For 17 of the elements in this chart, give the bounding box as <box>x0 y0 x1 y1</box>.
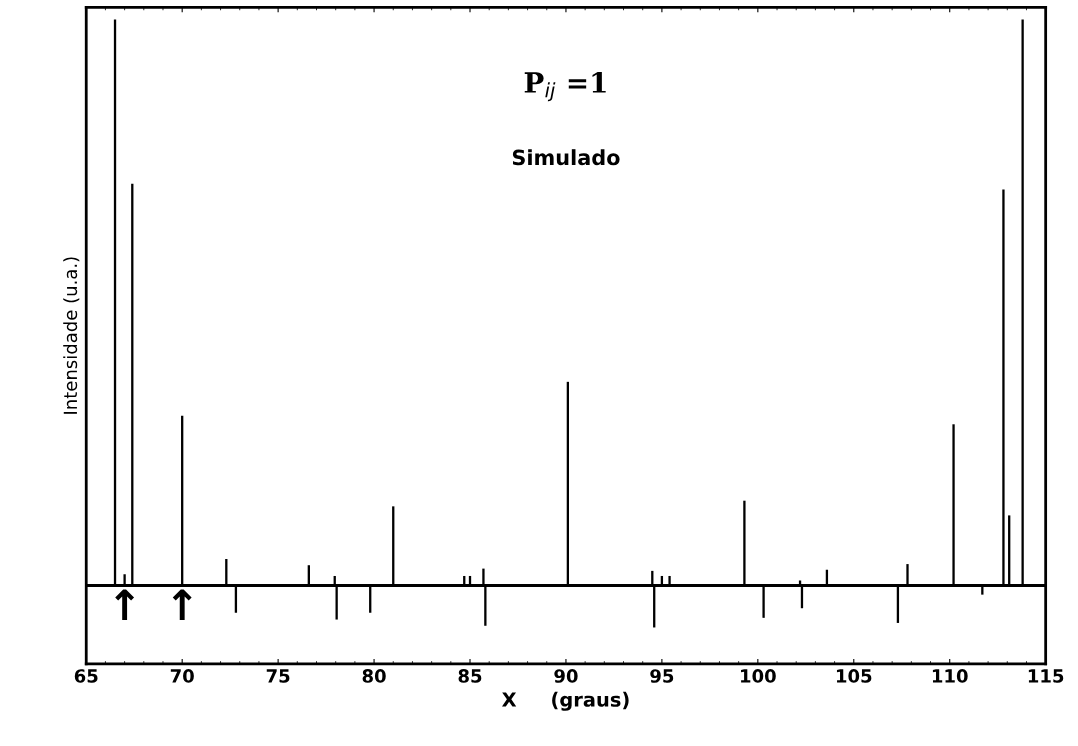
x-tick-label: 85 <box>458 669 482 683</box>
annotation: ↑ <box>115 589 135 621</box>
x-tick-label: 75 <box>266 669 290 683</box>
x-tick-label: 90 <box>554 669 578 683</box>
x-tick-label: 80 <box>362 669 386 683</box>
x-tick-label: 95 <box>650 669 674 683</box>
x-axis-title: X (graus) <box>501 691 629 711</box>
text: P$_{ij}$ =1 <box>524 71 606 102</box>
x-tick-label: 100 <box>741 669 776 683</box>
text: Simulado <box>512 149 620 166</box>
annotation: ↑ <box>172 589 192 621</box>
x-tick-label: 115 <box>1028 669 1064 683</box>
x-tick-label: 70 <box>170 669 194 683</box>
x-tick-label: 105 <box>836 669 872 683</box>
x-tick-label: 110 <box>932 669 968 683</box>
y-axis-title: Intensidade (u.a.) <box>63 257 80 414</box>
x-tick-label: 65 <box>74 669 98 683</box>
